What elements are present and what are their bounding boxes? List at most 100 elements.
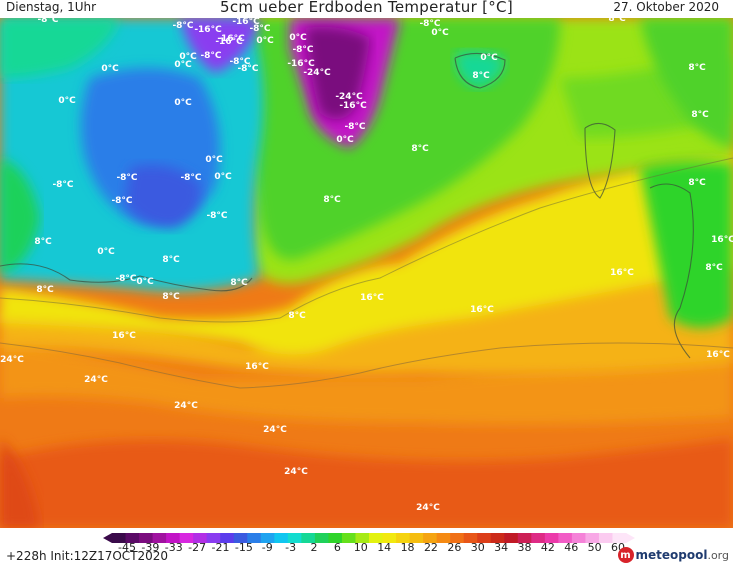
isotherm-label: 8°C — [162, 292, 180, 302]
init-time: +228h Init:12Z17OCT2020 — [6, 549, 169, 563]
isotherm-label: 24°C — [0, 355, 24, 365]
colorbar-cell — [233, 533, 248, 543]
isotherm-label: 24°C — [174, 401, 198, 411]
isotherm-label: 0°C — [101, 64, 119, 74]
isotherm-label: -8°C — [200, 51, 221, 61]
isotherm-label: 16°C — [610, 268, 634, 278]
footer: -45 -39 -33 -27 -21 -15 -9 -3 2 6 10 14 18 22 26 30 34 38… — [0, 528, 733, 566]
isotherm-label: 0°C — [136, 277, 154, 287]
isotherm-labels: -8°C-8°C-8°C-16°C-24°C-16°C-8°C0°C0°C-16… — [0, 18, 733, 513]
colorbar-tick-label: 46 — [564, 541, 579, 554]
colorbar-cell — [301, 533, 316, 543]
temperature-map: -8°C-8°C-8°C-16°C-24°C-16°C-8°C0°C0°C-16… — [0, 18, 733, 528]
isotherm-label: -8°C — [249, 24, 270, 34]
isotherm-label: 8°C — [323, 195, 341, 205]
colorbar-tick-label: -3 — [285, 541, 297, 554]
colorbar-tick-label: 30 — [470, 541, 485, 554]
isotherm-label: 0°C — [289, 33, 307, 43]
isotherm-label: -16°C — [421, 18, 449, 20]
colorbar-cell — [369, 533, 384, 543]
colorbar-cell — [450, 533, 465, 543]
isotherm-label: 16°C — [470, 305, 494, 315]
colorbar-cell — [247, 533, 262, 543]
isotherm-label: 8°C — [230, 278, 248, 288]
isotherm-label: 8°C — [688, 63, 706, 73]
isotherm-label: 24°C — [284, 467, 308, 477]
scandinavia-region — [640, 18, 733, 148]
colorbar-cell — [490, 533, 505, 543]
colorbar-cell — [612, 533, 627, 543]
isotherm-label: 0°C — [174, 60, 192, 70]
canada-coldest — [125, 165, 201, 228]
isotherm-label: 16°C — [706, 350, 730, 360]
colorbar-cell — [436, 533, 451, 543]
colorbar-cell — [504, 533, 519, 543]
isotherm-label: 0°C — [97, 247, 115, 257]
isotherm-label: -24°C — [335, 92, 363, 102]
isotherm-label: 0°C — [431, 28, 449, 38]
isotherm-label: 8°C — [472, 71, 490, 81]
logo-mark-icon: m — [617, 547, 634, 563]
isotherm-label: 8°C — [162, 255, 180, 265]
hot-corner — [0, 438, 40, 528]
isotherm-label: 16°C — [711, 235, 733, 245]
colorbar-cell — [139, 533, 154, 543]
isotherm-label: 8°C — [656, 18, 674, 19]
colorbar-ticks: -45 -39 -33 -27 -21 -15 -9 -3 2 6 10 14 18 22 26 30 34 38… — [0, 541, 733, 555]
meteopool-logo[interactable]: m meteopool.org — [617, 545, 729, 565]
colorbar-cell — [166, 533, 181, 543]
colorbar-cell — [517, 533, 532, 543]
isotherm-16 — [0, 342, 733, 389]
colorbar-cell — [220, 533, 235, 543]
isotherm-label: -8°C — [229, 57, 250, 67]
colorbar-cell — [571, 533, 587, 543]
colorbar-cell — [558, 533, 573, 543]
isotherm-label: 16°C — [360, 293, 384, 303]
isotherm-label: 8°C — [688, 178, 706, 188]
isotherm-label: 0°C — [214, 172, 232, 182]
isotherm-label: 0°C — [205, 155, 223, 165]
colorbar-cell — [179, 533, 194, 543]
colorbar-cell — [396, 533, 411, 543]
colorbar-cell — [423, 533, 438, 543]
orange-region — [0, 338, 733, 425]
isotherm-label: -8°C — [180, 173, 201, 183]
isotherm-label: 24°C — [84, 375, 108, 385]
isotherm-label: -8°C — [292, 45, 313, 55]
isotherm-label: 16°C — [112, 331, 136, 341]
isotherm-label: -16°C — [194, 25, 222, 35]
isotherm-8 — [0, 157, 733, 323]
isotherm-label: -24°C — [303, 68, 331, 78]
colorbar-cell — [477, 533, 492, 543]
colorbar-cell — [314, 533, 330, 543]
colorbar-tick-label: 2 — [310, 541, 318, 554]
isotherm-label: -8°C — [206, 211, 227, 221]
colorbar-cell — [152, 533, 167, 543]
colorbar-cells — [112, 533, 627, 543]
hudson-strait — [0, 18, 120, 78]
colorbar-tick-label: -27 — [188, 541, 207, 554]
isotherm-label: -8°C — [237, 64, 258, 74]
logo-name: meteopool — [635, 548, 708, 562]
colorbar-arrow-right — [626, 533, 635, 543]
isotherm-label: 0°C — [179, 52, 197, 62]
logo-suffix: .org — [707, 549, 729, 562]
colorbar-cell — [531, 533, 546, 543]
valid-date: 27. Oktober 2020 — [613, 0, 719, 14]
isotherm-label: 0°C — [58, 96, 76, 106]
colorbar-cell — [112, 533, 127, 543]
colorbar-cell — [125, 533, 140, 543]
colorbar-cell — [274, 533, 289, 543]
colorbar-tick-label: 10 — [353, 541, 368, 554]
header: Dienstag, 1Uhr 5cm ueber Erdboden Temper… — [0, 0, 733, 18]
europe-region — [640, 161, 733, 328]
hot-region — [0, 438, 733, 528]
isotherm-label: -8°C — [52, 180, 73, 190]
isotherm-label: -8°C — [111, 196, 132, 206]
colorbar-cell — [463, 533, 478, 543]
colorbar-cell — [355, 533, 370, 543]
isotherm-label: -8°C — [151, 18, 172, 21]
isotherm-label: -8°C — [419, 19, 440, 29]
isotherm-label: 8°C — [34, 237, 52, 247]
colorbar-tick-label: -39 — [141, 541, 160, 554]
